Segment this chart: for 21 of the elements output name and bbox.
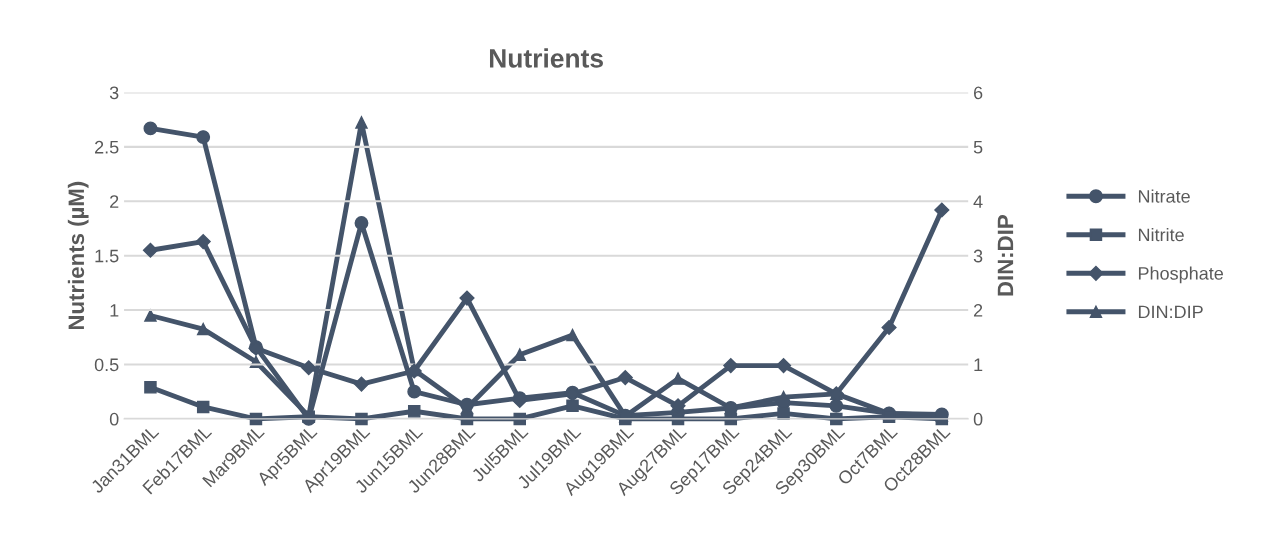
y-tick-label: 2.5 — [95, 140, 119, 154]
y2-tick-label: 6 — [973, 86, 983, 100]
legend-label: Nitrite — [1138, 228, 1184, 242]
legend-label: DIN:DIP — [1138, 305, 1203, 319]
y-tick-label: 2 — [110, 195, 119, 208]
y-tick-label: 0.5 — [94, 358, 119, 372]
legend-label: Phosphate — [1138, 266, 1224, 284]
y2-tick-label: 5 — [973, 141, 983, 154]
y-axis-title: Nutrients (µM) — [67, 181, 89, 330]
y2-tick-label: 0 — [973, 412, 983, 426]
y-tick-label: 3 — [109, 86, 119, 100]
y2-tick-label: 1 — [974, 358, 983, 372]
y2-tick-label: 4 — [973, 195, 983, 208]
y2-tick-label: 2 — [973, 304, 983, 317]
y-tick-label: 1.5 — [95, 249, 119, 263]
y2-axis-title: DIN:DIP — [997, 215, 1014, 296]
chart-title: Nutrients — [489, 48, 603, 68]
legend-label: Nitrate — [1138, 189, 1190, 203]
y-tick-label: 0 — [109, 412, 119, 426]
y2-tick-label: 3 — [973, 249, 983, 263]
y-tick-label: 1 — [110, 304, 119, 317]
